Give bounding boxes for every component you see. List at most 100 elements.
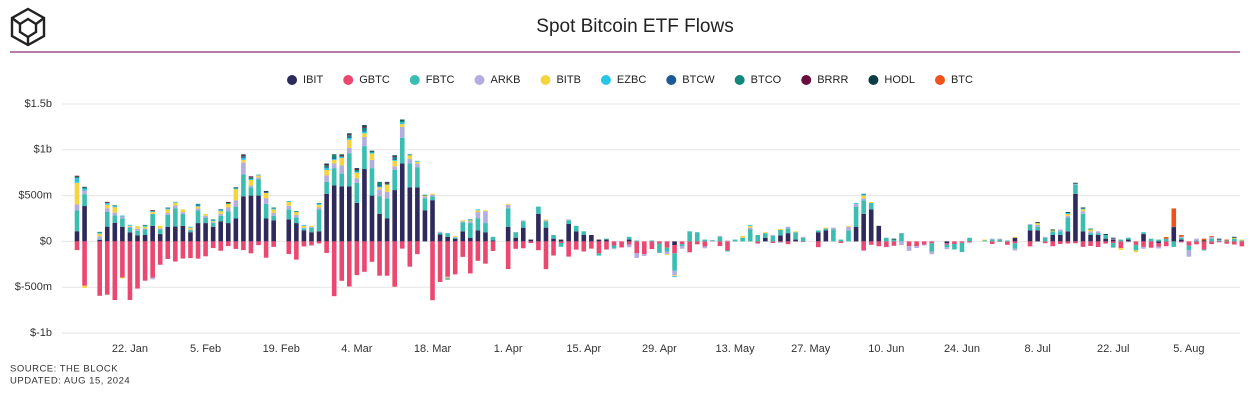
bar-segment <box>1209 238 1214 242</box>
bar-segment <box>475 212 481 219</box>
bar-segment <box>241 162 246 175</box>
bar-segment <box>339 155 345 157</box>
bar-segment <box>377 186 382 188</box>
bar-segment <box>430 196 435 201</box>
legend-item[interactable]: ARKB <box>474 74 521 86</box>
bar-segment <box>225 207 231 212</box>
bar-segment <box>218 209 224 211</box>
bar-segment <box>195 208 201 211</box>
bar-segment <box>1224 239 1230 241</box>
x-tick-label: 22. Jul <box>1097 343 1129 355</box>
bar-segment <box>210 222 216 224</box>
bar-segment <box>157 228 163 230</box>
bar-segment <box>642 241 647 255</box>
legend-item[interactable]: BTCW <box>666 74 715 86</box>
bar-segment <box>634 241 640 254</box>
bar-segment <box>694 232 700 242</box>
bar-segment <box>725 240 730 242</box>
bar-segment <box>112 241 118 301</box>
bar-segment <box>354 168 360 170</box>
bar-segment <box>1088 229 1093 232</box>
legend-item[interactable]: FBTC <box>409 74 455 86</box>
bar-segment <box>104 201 110 203</box>
bar-segment <box>354 202 360 242</box>
bar-segment <box>241 155 246 157</box>
bar-segment <box>944 244 950 248</box>
bar-segment <box>188 230 193 233</box>
bar-segment <box>1095 234 1101 242</box>
bar-segment <box>1209 236 1214 239</box>
bar-segment <box>173 241 178 262</box>
bar-segment <box>1080 211 1086 214</box>
legend-item[interactable]: IBIT <box>287 74 323 86</box>
bar-segment <box>286 205 292 210</box>
legend-item[interactable]: BRRR <box>801 74 848 86</box>
bar-segment <box>876 241 882 247</box>
bar-segment <box>823 230 829 242</box>
bar-segment <box>483 232 488 242</box>
bar-segment <box>256 177 261 180</box>
bar-segment <box>309 227 314 233</box>
bar-segment <box>778 235 783 242</box>
bar-segment <box>225 223 231 242</box>
bar-segment <box>324 167 329 169</box>
bar-segment <box>475 210 481 213</box>
bar-segment <box>1201 241 1207 250</box>
bar-segment <box>347 241 352 287</box>
bar-segment <box>1171 226 1177 228</box>
bar-segment <box>1163 237 1169 239</box>
legend-item[interactable]: GBTC <box>343 74 390 86</box>
bar-segment <box>392 157 397 159</box>
bar-segment <box>611 248 617 250</box>
bar-segment <box>1035 224 1040 227</box>
bar-segment <box>566 220 571 224</box>
bar-segment <box>248 179 254 181</box>
bar-segment <box>195 210 201 224</box>
bar-segment <box>914 246 919 248</box>
bar-segment <box>233 187 239 189</box>
bar-segment <box>415 160 420 162</box>
bar-segment <box>1012 236 1018 238</box>
bar-segment <box>566 241 571 257</box>
bar-segment <box>309 226 314 228</box>
bar-segment <box>1080 208 1086 210</box>
bar-segment <box>1095 233 1101 235</box>
bar-segment <box>1141 246 1146 249</box>
y-tick-label: $-500m <box>15 281 52 293</box>
bar-segment <box>354 169 360 172</box>
legend-item[interactable]: BITB <box>540 74 581 86</box>
bar-segment <box>362 146 367 170</box>
bar-segment <box>331 158 337 159</box>
bar-segment <box>702 239 708 242</box>
bar-segment <box>1163 241 1169 247</box>
bar-segment <box>294 211 299 213</box>
bar-segment <box>354 182 360 203</box>
bar-segment <box>203 213 208 216</box>
x-tick-label: 5. Aug <box>1173 343 1204 355</box>
bar-segment <box>301 241 307 247</box>
bar-segment <box>392 159 397 161</box>
legend-item[interactable]: BTCO <box>734 74 782 86</box>
legend-item[interactable]: HODL <box>868 74 915 86</box>
legend-item[interactable]: EZBC <box>600 74 646 86</box>
bar-segment <box>437 234 443 242</box>
bar-segment <box>74 175 80 177</box>
bar-segment <box>286 201 292 203</box>
bar-segment <box>1163 238 1169 242</box>
bar-segment <box>664 241 670 248</box>
bar-segment <box>331 154 337 156</box>
bar-segment <box>339 158 345 166</box>
bar-segment <box>1027 230 1033 242</box>
bar-segment <box>868 202 874 210</box>
bar-segment <box>324 175 329 182</box>
bar-segment <box>324 168 329 170</box>
legend-item[interactable]: BTC <box>934 74 973 86</box>
bar-segment <box>1080 241 1086 247</box>
bar-segment <box>157 241 163 265</box>
bar-segment <box>82 241 87 286</box>
y-tick-label: $-1b <box>30 327 52 339</box>
legend-marker <box>934 75 945 85</box>
bar-segment <box>815 232 821 242</box>
bar-segment <box>483 241 488 264</box>
